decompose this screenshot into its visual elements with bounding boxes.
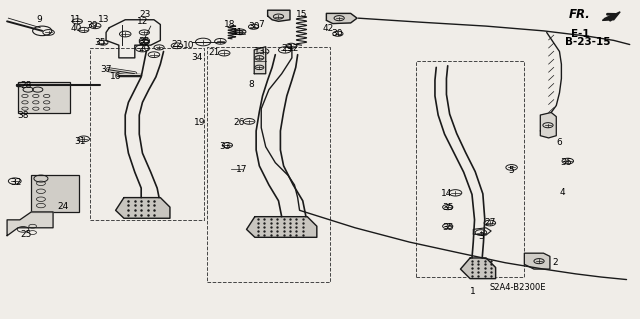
Text: 4: 4 — [560, 188, 566, 197]
Polygon shape — [246, 217, 317, 237]
Polygon shape — [7, 212, 53, 236]
Text: 21: 21 — [208, 48, 220, 57]
Text: 30: 30 — [248, 22, 259, 31]
Text: 28: 28 — [20, 81, 32, 90]
Polygon shape — [268, 10, 290, 21]
Text: 19: 19 — [194, 117, 205, 127]
Polygon shape — [602, 12, 620, 20]
Text: 32: 32 — [10, 178, 22, 187]
Polygon shape — [326, 13, 357, 24]
Text: 34: 34 — [192, 53, 203, 62]
Text: 22: 22 — [172, 40, 182, 49]
Polygon shape — [540, 113, 556, 138]
Text: 33: 33 — [220, 142, 231, 151]
Text: 10: 10 — [183, 41, 195, 50]
Text: 23: 23 — [140, 10, 150, 19]
Text: 24: 24 — [58, 202, 69, 211]
Bar — [18, 82, 70, 114]
Text: 37: 37 — [100, 65, 112, 74]
Text: 15: 15 — [296, 10, 308, 19]
Text: 29: 29 — [281, 44, 292, 53]
Text: 40: 40 — [70, 24, 82, 33]
Text: 17: 17 — [236, 165, 247, 174]
Bar — [416, 61, 524, 277]
Bar — [207, 47, 330, 282]
Text: 27: 27 — [484, 218, 495, 226]
Text: 11: 11 — [70, 15, 82, 24]
Text: 31: 31 — [75, 137, 86, 145]
Text: 2: 2 — [552, 258, 558, 267]
Text: 20: 20 — [139, 44, 150, 54]
Text: 3: 3 — [478, 232, 484, 241]
Text: 5: 5 — [509, 166, 515, 175]
Text: 13: 13 — [254, 47, 266, 56]
Text: 16: 16 — [110, 72, 122, 81]
Text: 35: 35 — [442, 203, 454, 212]
Text: 8: 8 — [249, 80, 255, 89]
Text: S2A4-B2300E: S2A4-B2300E — [489, 283, 546, 292]
Text: 12: 12 — [288, 44, 300, 54]
Text: 6: 6 — [557, 138, 563, 147]
Text: 9: 9 — [36, 15, 42, 24]
Text: 13: 13 — [99, 15, 110, 24]
Text: 26: 26 — [234, 117, 245, 127]
Polygon shape — [116, 197, 170, 218]
Text: 38: 38 — [17, 111, 29, 120]
Text: 1: 1 — [470, 287, 476, 296]
Text: 35: 35 — [94, 38, 106, 47]
Bar — [31, 175, 79, 212]
Polygon shape — [254, 47, 266, 74]
Text: 18: 18 — [223, 20, 235, 29]
Text: 12: 12 — [137, 17, 148, 26]
Text: 25: 25 — [20, 230, 32, 239]
Text: 30: 30 — [332, 29, 343, 38]
Text: 39: 39 — [86, 21, 98, 30]
Text: 41: 41 — [231, 28, 243, 37]
Text: 35: 35 — [442, 223, 454, 232]
Text: 42: 42 — [323, 24, 334, 33]
Text: 14: 14 — [441, 189, 452, 198]
Text: 36: 36 — [560, 158, 572, 167]
Text: E-1: E-1 — [571, 29, 589, 39]
Text: FR.: FR. — [569, 8, 591, 20]
Text: 7: 7 — [258, 20, 264, 29]
Bar — [90, 48, 204, 220]
Text: B-23-15: B-23-15 — [565, 37, 611, 47]
Text: 35: 35 — [138, 38, 150, 47]
Polygon shape — [524, 253, 550, 269]
Polygon shape — [461, 258, 495, 278]
